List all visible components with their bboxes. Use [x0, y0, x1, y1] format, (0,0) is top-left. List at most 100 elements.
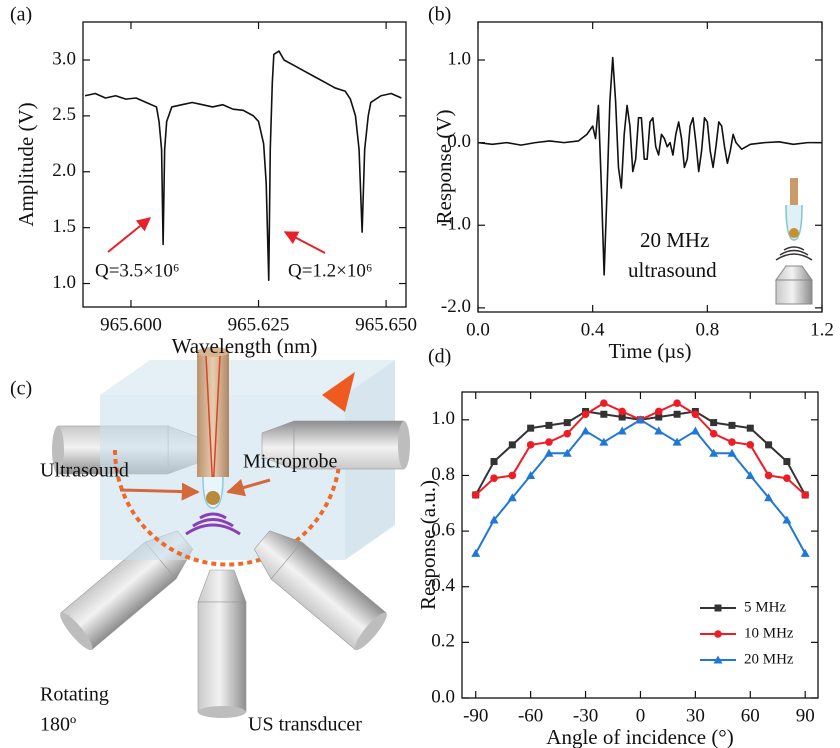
marker [783, 474, 791, 483]
y-axis-title: Response (a.u.) [416, 480, 440, 610]
marker [728, 438, 736, 446]
marker [727, 448, 737, 457]
y-tick-label: 2.5 [52, 104, 76, 125]
x-tick-label: 965.600 [100, 314, 162, 335]
y-tick-label: 1.0 [447, 48, 471, 69]
marker [764, 493, 774, 502]
annotation: ultrasound [628, 258, 717, 282]
marker [581, 410, 590, 419]
marker [728, 421, 736, 429]
marker [562, 448, 572, 457]
series-line [474, 418, 807, 554]
panel-label: (c) [10, 378, 32, 400]
y-tick-label: 0.8 [431, 464, 455, 485]
marker [471, 548, 481, 557]
x-axis-title: Angle of incidence (°) [546, 725, 733, 748]
marker [635, 415, 645, 424]
y-axis-title: Amplitude (V) [14, 102, 38, 226]
x-tick-label: -60 [518, 705, 543, 726]
marker [673, 410, 681, 418]
annotation: 20 MHz [640, 228, 709, 252]
y-tick-label: 1.0 [431, 408, 455, 429]
marker [746, 441, 755, 449]
legend-marker [714, 604, 722, 612]
marker [490, 458, 498, 466]
setup-diagram: (c) Ultrasound Microprobe Rotating 180º … [10, 347, 411, 736]
marker [471, 491, 480, 499]
diagram-label: Rotating [40, 684, 109, 706]
diagram-label: Microprobe [243, 451, 338, 473]
x-tick-label: 965.650 [355, 314, 417, 335]
series-line [477, 56, 822, 276]
y-tick-label: 0.6 [431, 519, 455, 540]
marker [581, 426, 591, 435]
y-tick-label: -1.0 [441, 214, 471, 235]
marker [508, 441, 516, 449]
diagram-label: Ultrasound [40, 460, 129, 482]
marker [673, 399, 681, 407]
y-tick-label: 0.0 [431, 686, 455, 707]
marker [526, 441, 535, 449]
x-axis-title: Wavelength (nm) [172, 334, 318, 358]
x-tick-label: 0 [636, 705, 646, 726]
marker [655, 413, 663, 421]
marker [490, 474, 498, 483]
y-tick-label: 1.0 [52, 272, 76, 293]
marker [545, 438, 553, 446]
diagram-label: US transducer [248, 714, 362, 736]
annotation-arrow [107, 217, 152, 253]
legend-label: 20 MHz [744, 651, 794, 667]
legend-marker [714, 630, 722, 638]
marker [617, 426, 627, 435]
y-tick-label: 2.0 [52, 160, 76, 181]
marker [782, 515, 792, 524]
y-tick-label: 3.0 [52, 48, 76, 69]
marker [654, 407, 663, 416]
marker [563, 429, 572, 438]
marker [544, 448, 554, 457]
plot-frame [477, 21, 823, 313]
legend-marker [713, 655, 723, 664]
marker [563, 419, 571, 427]
marker [709, 448, 719, 457]
annotation-arrow [283, 231, 326, 254]
marker [654, 426, 664, 435]
marker [783, 458, 791, 466]
inset-icon [775, 178, 813, 305]
y-tick-label: 0.2 [431, 631, 455, 652]
marker [746, 424, 754, 432]
marker [801, 491, 809, 499]
marker [526, 470, 536, 479]
x-axis-title: Time (µs) [608, 339, 691, 363]
panel-label: (d) [428, 346, 451, 368]
x-tick-label: -90 [463, 705, 488, 726]
marker [691, 410, 700, 419]
marker [600, 399, 608, 407]
transducer [197, 569, 247, 719]
x-tick-label: 0.8 [695, 319, 719, 340]
marker [690, 426, 700, 435]
marker [618, 413, 626, 421]
marker [618, 407, 626, 416]
x-tick-label: 965.625 [228, 314, 290, 335]
panel-label: (b) [428, 4, 451, 26]
marker [545, 421, 553, 429]
marker [765, 441, 773, 449]
panel-label: (a) [10, 4, 32, 26]
series-line [84, 50, 402, 281]
y-tick-label: 0.0 [447, 131, 471, 152]
marker [527, 424, 535, 432]
annotation: Q=3.5×10⁶ [95, 260, 180, 281]
marker [600, 410, 608, 418]
y-tick-label: -2.0 [441, 296, 471, 317]
marker [710, 419, 718, 427]
x-tick-label: 0.0 [466, 319, 490, 340]
marker [508, 471, 517, 480]
y-axis-title: Response (V) [432, 110, 456, 225]
legend-label: 5 MHz [744, 599, 786, 615]
marker [507, 493, 517, 502]
diagram-label: 180º [40, 714, 76, 736]
marker [599, 437, 609, 446]
